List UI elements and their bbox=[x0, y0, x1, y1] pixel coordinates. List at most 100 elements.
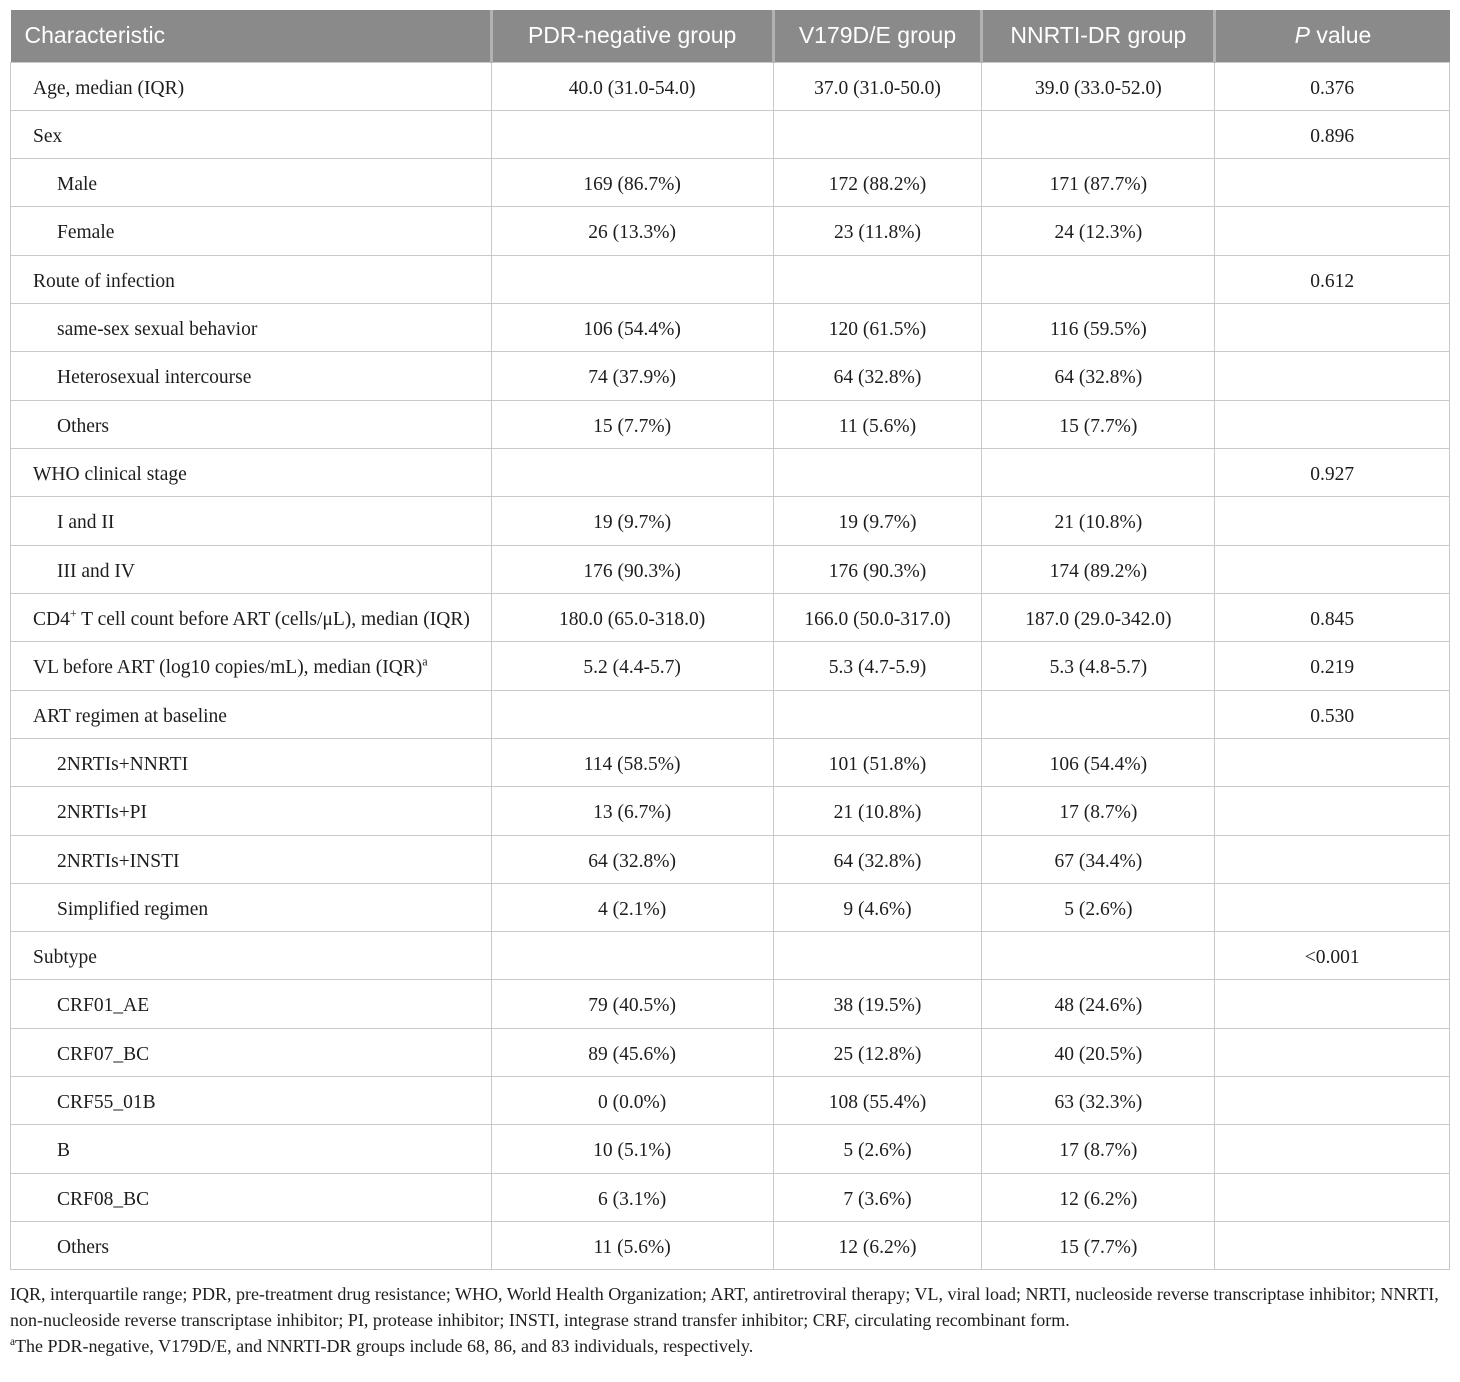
cell-value: 5.3 (4.8-5.7) bbox=[981, 641, 1216, 691]
cell-value: 108 (55.4%) bbox=[772, 1076, 983, 1126]
cell-value: 64 (32.8%) bbox=[772, 834, 983, 884]
cell-value: 26 (13.3%) bbox=[490, 206, 774, 256]
cell-value: 166.0 (50.0-317.0) bbox=[772, 592, 983, 643]
cell-value: 7 (3.6%) bbox=[772, 1172, 983, 1223]
cell-p-value bbox=[1214, 786, 1450, 836]
cell-value: 5.3 (4.7-5.9) bbox=[772, 641, 983, 691]
row-label: Sex bbox=[10, 109, 492, 160]
cell-value: 17 (8.7%) bbox=[981, 1124, 1216, 1174]
cell-p-value: <0.001 bbox=[1214, 931, 1450, 981]
cell-value: 187.0 (29.0-342.0) bbox=[981, 592, 1216, 643]
cell-value: 180.0 (65.0-318.0) bbox=[490, 592, 774, 643]
cell-value: 106 (54.4%) bbox=[490, 303, 774, 353]
cell-value bbox=[772, 931, 983, 981]
cell-value: 74 (37.9%) bbox=[490, 351, 774, 401]
cell-p-value: 0.927 bbox=[1214, 447, 1450, 498]
row-label: Subtype bbox=[10, 931, 492, 981]
cell-value: 40.0 (31.0-54.0) bbox=[490, 61, 774, 111]
cell-value: 4 (2.1%) bbox=[490, 882, 774, 933]
cell-p-value bbox=[1214, 1124, 1450, 1174]
row-label: CRF07_BC bbox=[10, 1027, 492, 1078]
cell-value: 0 (0.0%) bbox=[490, 1076, 774, 1126]
row-label: III and IV bbox=[10, 544, 492, 594]
cell-value: 169 (86.7%) bbox=[490, 158, 774, 208]
cell-value: 21 (10.8%) bbox=[772, 786, 983, 836]
row-label: same-sex sexual behavior bbox=[10, 303, 492, 353]
footnote-a: aThe PDR-negative, V179D/E, and NNRTI-DR… bbox=[10, 1335, 754, 1356]
cell-value: 67 (34.4%) bbox=[981, 834, 1216, 884]
table-row: Male 169 (86.7%) 172 (88.2%) 171 (87.7%) bbox=[10, 158, 1450, 208]
row-label: CD4+ T cell count before ART (cells/μL),… bbox=[10, 592, 492, 643]
cell-value bbox=[490, 689, 774, 739]
cell-value: 12 (6.2%) bbox=[772, 1220, 983, 1271]
cell-p-value bbox=[1214, 158, 1450, 208]
row-label: CRF08_BC bbox=[10, 1172, 492, 1223]
header-v179de-group: V179D/E group bbox=[771, 10, 982, 62]
cell-value bbox=[772, 109, 983, 160]
cell-p-value bbox=[1214, 1172, 1450, 1223]
cell-value: 89 (45.6%) bbox=[490, 1027, 774, 1078]
row-label: Others bbox=[10, 399, 492, 450]
table-row: VL before ART (log10 copies/mL), median … bbox=[10, 641, 1450, 691]
cell-value bbox=[981, 254, 1216, 305]
cell-value bbox=[772, 447, 983, 498]
cell-value: 40 (20.5%) bbox=[981, 1027, 1216, 1078]
row-label: Male bbox=[10, 158, 492, 208]
cell-value bbox=[490, 931, 774, 981]
cell-p-value bbox=[1214, 979, 1450, 1029]
cell-value: 63 (32.3%) bbox=[981, 1076, 1216, 1126]
cell-p-value bbox=[1214, 1076, 1450, 1126]
header-row: Characteristic PDR-negative group V179D/… bbox=[10, 10, 1450, 62]
table-row: Sex 0.896 bbox=[10, 109, 1450, 160]
cell-value bbox=[981, 931, 1216, 981]
row-label: I and II bbox=[10, 496, 492, 546]
cell-value: 15 (7.7%) bbox=[981, 399, 1216, 450]
table-row: WHO clinical stage 0.927 bbox=[10, 447, 1450, 498]
cell-p-value: 0.896 bbox=[1214, 109, 1450, 160]
cell-value: 64 (32.8%) bbox=[981, 351, 1216, 401]
header-pdr-negative-group: PDR-negative group bbox=[489, 10, 774, 62]
cell-value: 21 (10.8%) bbox=[981, 496, 1216, 546]
cell-value: 101 (51.8%) bbox=[772, 737, 983, 788]
row-label: B bbox=[10, 1124, 492, 1174]
cell-p-value bbox=[1214, 834, 1450, 884]
cell-value: 64 (32.8%) bbox=[490, 834, 774, 884]
cell-p-value bbox=[1214, 882, 1450, 933]
table-row: Heterosexual intercourse 74 (37.9%) 64 (32… bbox=[10, 351, 1450, 401]
cell-p-value bbox=[1214, 399, 1450, 450]
row-label: CRF55_01B bbox=[10, 1076, 492, 1126]
cell-value: 23 (11.8%) bbox=[772, 206, 983, 256]
table-row: III and IV 176 (90.3%) 176 (90.3%) 174 (89.… bbox=[10, 544, 1450, 594]
cell-p-value bbox=[1214, 737, 1450, 788]
table-row: Female 26 (13.3%) 23 (11.8%) 24 (12.3%) bbox=[10, 206, 1450, 256]
cell-p-value bbox=[1214, 496, 1450, 546]
row-label: Female bbox=[10, 206, 492, 256]
cell-value: 176 (90.3%) bbox=[772, 544, 983, 594]
cell-value: 13 (6.7%) bbox=[490, 786, 774, 836]
row-label: Heterosexual intercourse bbox=[10, 351, 492, 401]
cell-value: 79 (40.5%) bbox=[490, 979, 774, 1029]
cell-value: 11 (5.6%) bbox=[772, 399, 983, 450]
cell-value bbox=[772, 689, 983, 739]
cell-value: 15 (7.7%) bbox=[981, 1220, 1216, 1271]
cell-value: 38 (19.5%) bbox=[772, 979, 983, 1029]
cell-value bbox=[772, 254, 983, 305]
cell-value: 116 (59.5%) bbox=[981, 303, 1216, 353]
cell-p-value: 0.845 bbox=[1214, 592, 1450, 643]
cell-value: 172 (88.2%) bbox=[772, 158, 983, 208]
table-row: Age, median (IQR) 40.0 (31.0-54.0) 37.0 (3… bbox=[10, 61, 1450, 111]
cell-value: 5 (2.6%) bbox=[981, 882, 1216, 933]
characteristics-table: Characteristic PDR-negative group V179D/… bbox=[10, 10, 1450, 1271]
cell-value: 37.0 (31.0-50.0) bbox=[772, 61, 983, 111]
cell-value: 17 (8.7%) bbox=[981, 786, 1216, 836]
row-label: Route of infection bbox=[10, 254, 492, 305]
cell-value: 106 (54.4%) bbox=[981, 737, 1216, 788]
cell-value bbox=[981, 689, 1216, 739]
cell-value: 15 (7.7%) bbox=[490, 399, 774, 450]
row-label: 2NRTIs+PI bbox=[10, 786, 492, 836]
table-row: 2NRTIs+INSTI 64 (32.8%) 64 (32.8%) 67 (34.4… bbox=[10, 834, 1450, 884]
cell-value: 5 (2.6%) bbox=[772, 1124, 983, 1174]
table-header: Characteristic PDR-negative group V179D/… bbox=[10, 10, 1450, 62]
table-row: Simplified regimen 4 (2.1%) 9 (4.6%) 5 (2.6… bbox=[10, 882, 1450, 933]
row-label: VL before ART (log10 copies/mL), median … bbox=[10, 641, 492, 691]
